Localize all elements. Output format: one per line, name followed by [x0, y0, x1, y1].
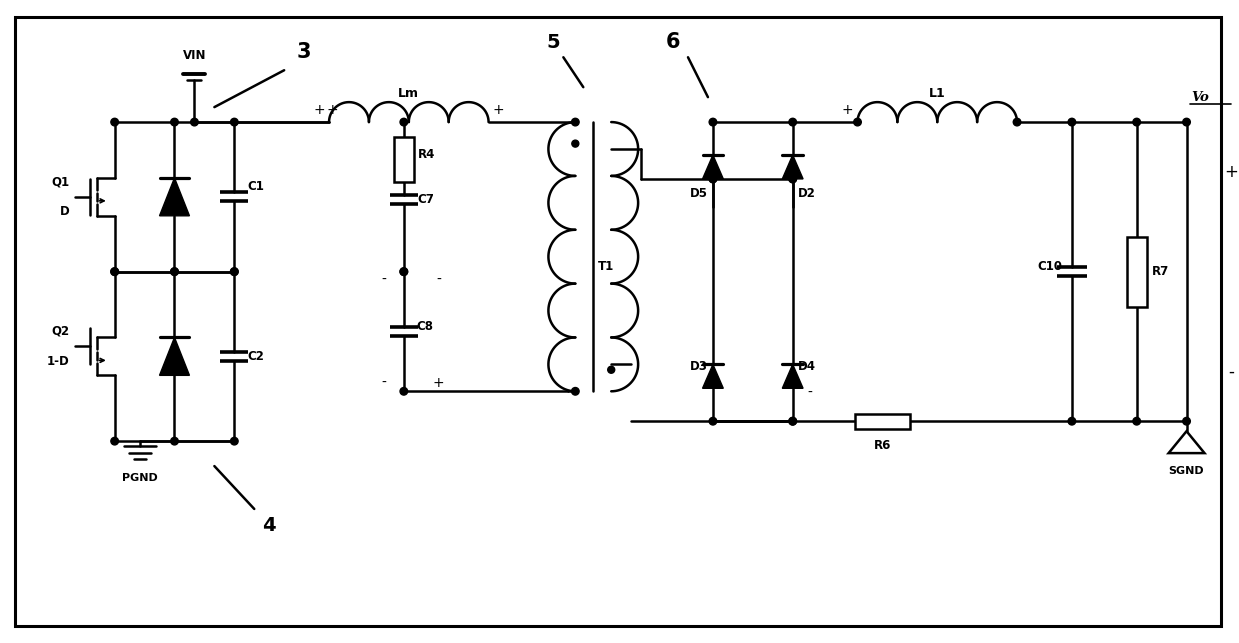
Text: C2: C2 — [248, 350, 264, 363]
Circle shape — [571, 118, 579, 126]
Text: SGND: SGND — [1168, 466, 1204, 476]
Bar — [394, 137, 414, 182]
Text: +: + — [493, 103, 504, 117]
Text: -: - — [382, 376, 387, 390]
Polygon shape — [703, 155, 724, 179]
Text: Lm: Lm — [398, 87, 419, 100]
Circle shape — [110, 437, 119, 445]
Text: R7: R7 — [1152, 265, 1168, 278]
Text: +: + — [326, 103, 338, 117]
Text: L1: L1 — [929, 87, 945, 100]
Text: 1-D: 1-D — [47, 355, 69, 368]
Text: C1: C1 — [248, 181, 264, 194]
Text: +: + — [432, 376, 445, 390]
Text: +: + — [841, 103, 854, 117]
Text: D5: D5 — [690, 187, 707, 200]
Circle shape — [191, 118, 198, 126]
Text: Q1: Q1 — [52, 176, 69, 188]
Bar — [1126, 237, 1146, 307]
Circle shape — [709, 175, 716, 183]
Circle shape — [171, 268, 178, 275]
Circle shape — [171, 118, 178, 126]
Circle shape — [230, 118, 238, 126]
Polygon shape — [703, 365, 724, 388]
Circle shape — [789, 417, 797, 425]
Circle shape — [572, 140, 579, 147]
Circle shape — [110, 118, 119, 126]
Circle shape — [709, 417, 716, 425]
Text: R4: R4 — [418, 148, 435, 161]
Circle shape — [789, 118, 797, 126]
Circle shape — [230, 268, 238, 275]
Text: -: - — [808, 386, 813, 401]
Polygon shape — [782, 155, 803, 179]
Circle shape — [854, 118, 861, 126]
Text: -: - — [1229, 363, 1234, 381]
Text: +: + — [313, 103, 325, 117]
Polygon shape — [782, 365, 803, 388]
Circle shape — [171, 268, 178, 275]
Circle shape — [230, 437, 238, 445]
Text: Vo: Vo — [1192, 91, 1209, 104]
Text: -: - — [382, 273, 387, 287]
Polygon shape — [160, 338, 190, 376]
Circle shape — [110, 268, 119, 275]
Circle shape — [608, 367, 615, 373]
Circle shape — [1068, 118, 1075, 126]
Circle shape — [709, 118, 716, 126]
Circle shape — [1132, 118, 1140, 126]
Circle shape — [709, 175, 716, 183]
Text: D4: D4 — [798, 360, 815, 373]
Text: 4: 4 — [263, 516, 276, 536]
Circle shape — [1014, 118, 1021, 126]
Circle shape — [1068, 417, 1075, 425]
Text: 5: 5 — [546, 33, 560, 52]
Text: +: + — [1224, 163, 1238, 181]
Circle shape — [171, 437, 178, 445]
Circle shape — [789, 175, 797, 183]
Circle shape — [571, 388, 579, 395]
Circle shape — [110, 268, 119, 275]
Circle shape — [789, 417, 797, 425]
Circle shape — [1183, 417, 1191, 425]
Circle shape — [789, 175, 797, 183]
Text: PGND: PGND — [121, 473, 157, 483]
Circle shape — [400, 388, 408, 395]
Text: D3: D3 — [690, 360, 707, 373]
Text: D2: D2 — [798, 187, 815, 200]
Text: VIN: VIN — [182, 50, 206, 62]
Circle shape — [1132, 417, 1140, 425]
Circle shape — [400, 268, 408, 275]
Text: 6: 6 — [665, 32, 680, 52]
Circle shape — [1183, 118, 1191, 126]
Text: C8: C8 — [416, 320, 434, 333]
Text: C7: C7 — [418, 194, 435, 206]
Circle shape — [400, 118, 408, 126]
Text: C10: C10 — [1037, 260, 1062, 273]
Text: -: - — [436, 273, 441, 287]
Circle shape — [230, 268, 238, 275]
Polygon shape — [160, 178, 190, 216]
Text: R6: R6 — [873, 439, 891, 452]
Circle shape — [400, 268, 408, 275]
Text: Q2: Q2 — [52, 325, 69, 338]
Text: D: D — [59, 205, 69, 219]
Bar — [855, 413, 909, 429]
Text: 3: 3 — [297, 42, 311, 62]
Text: T1: T1 — [598, 260, 615, 273]
